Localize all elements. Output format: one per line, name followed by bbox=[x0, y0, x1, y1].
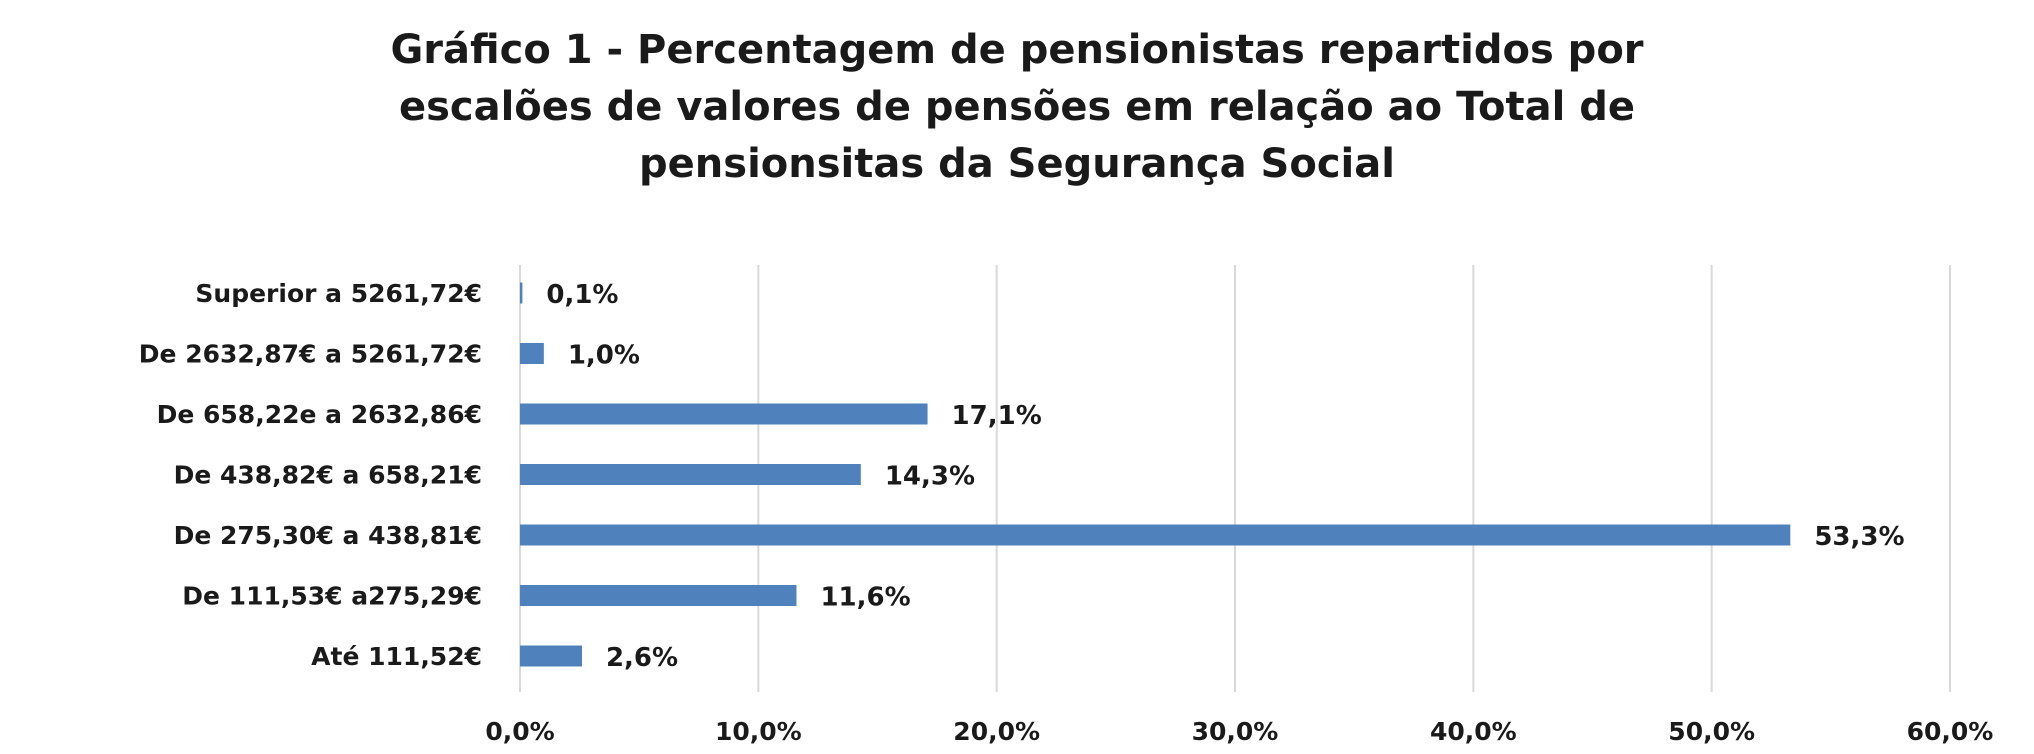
data-label: 14,3% bbox=[885, 462, 975, 492]
chart-title: Gráfico 1 - Percentagem de pensionistas … bbox=[0, 22, 2034, 193]
bars bbox=[520, 282, 1791, 667]
gridlines bbox=[519, 265, 1951, 692]
chart-title-line: Gráfico 1 - Percentagem de pensionistas … bbox=[390, 27, 1644, 73]
bar bbox=[520, 585, 797, 606]
bar bbox=[520, 403, 928, 425]
x-tick-label: 0,0% bbox=[485, 717, 554, 746]
bar bbox=[520, 464, 861, 485]
category-label: De 2632,87€ a 5261,72€ bbox=[139, 340, 482, 369]
bar bbox=[520, 343, 544, 364]
data-label: 0,1% bbox=[546, 280, 618, 310]
category-labels: Superior a 5261,72€ De 2632,87€ a 5261,72… bbox=[139, 279, 482, 671]
data-labels: 0,1% 1,0% 17,1% 14,3% 53,3% 11,6% 2,6% bbox=[546, 280, 1904, 673]
data-label: 17,1% bbox=[952, 401, 1042, 431]
data-label: 1,0% bbox=[568, 341, 640, 371]
x-tick-label: 50,0% bbox=[1668, 717, 1755, 746]
category-label: De 275,30€ a 438,81€ bbox=[174, 521, 482, 550]
data-label: 2,6% bbox=[606, 643, 678, 673]
x-tick-label: 10,0% bbox=[715, 717, 802, 746]
x-tick-label: 30,0% bbox=[1192, 717, 1279, 746]
bar bbox=[520, 282, 523, 304]
bar bbox=[520, 645, 582, 667]
data-label: 11,6% bbox=[820, 583, 910, 613]
category-label: Superior a 5261,72€ bbox=[195, 279, 482, 308]
x-axis-tick-labels: 0,0% 10,0% 20,0% 30,0% 40,0% 50,0% 60,0% bbox=[485, 717, 1993, 746]
x-tick-label: 20,0% bbox=[953, 717, 1040, 746]
category-label: De 438,82€ a 658,21€ bbox=[174, 461, 482, 490]
x-tick-label: 40,0% bbox=[1430, 717, 1517, 746]
bar bbox=[520, 524, 1791, 546]
chart-title-line: escalões de valores de pensões em relaçã… bbox=[398, 84, 1636, 130]
chart-title-line: pensionsitas da Segurança Social bbox=[639, 141, 1395, 187]
x-tick-label: 60,0% bbox=[1907, 717, 1994, 746]
category-label: De 111,53€ a275,29€ bbox=[182, 582, 482, 611]
category-label: De 658,22e a 2632,86€ bbox=[157, 400, 482, 429]
data-label: 53,3% bbox=[1814, 522, 1904, 552]
category-label: Até 111,52€ bbox=[311, 642, 482, 671]
